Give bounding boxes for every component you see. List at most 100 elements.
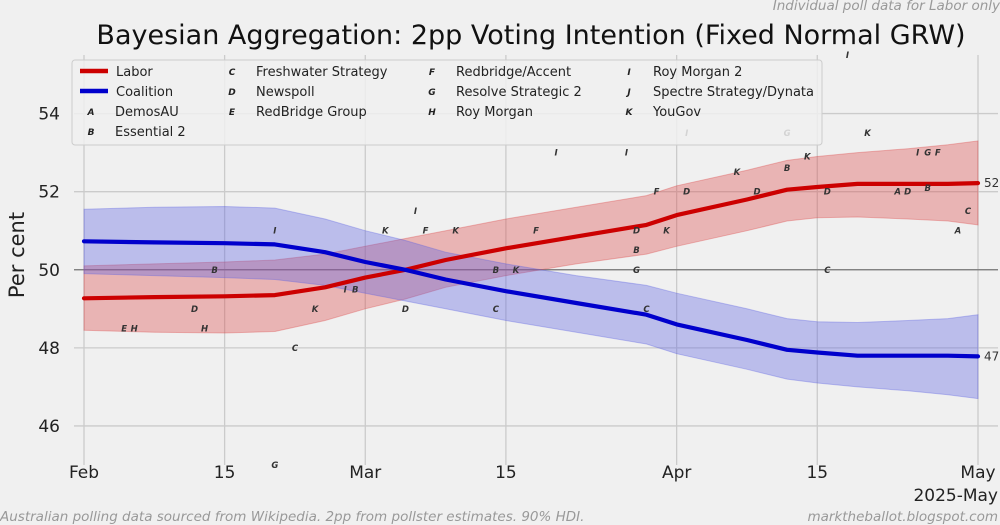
x-tick-label: Feb	[69, 463, 99, 483]
x-tick-label: 15	[495, 463, 517, 483]
x-axis-year-label: 2025-May	[913, 486, 998, 506]
legend-marker-A: A	[87, 108, 95, 118]
poll-marker: A	[893, 188, 901, 198]
poll-marker: K	[452, 227, 460, 237]
footer-url: marktheballot.blogspot.com	[807, 509, 998, 525]
poll-marker: F	[935, 149, 941, 159]
legend-label-pollster: Spectre Strategy/Dynata	[653, 85, 814, 100]
poll-marker: B	[352, 285, 358, 295]
chart-title: Bayesian Aggregation: 2pp Voting Intenti…	[96, 20, 965, 51]
x-tick-label: Apr	[662, 463, 691, 483]
footer-source: Australian polling data sourced from Wik…	[0, 509, 584, 525]
y-tick-label: 50	[38, 261, 60, 281]
median-lines	[81, 181, 981, 359]
legend-label-pollster: YouGov	[652, 105, 701, 120]
poll-marker: F	[533, 227, 539, 237]
legend: Labor Coalition A DemosAU B Essential 2 C Fresh…	[71, 59, 823, 146]
poll-marker: K	[312, 305, 320, 315]
coalition-hdi-band	[83, 205, 979, 400]
poll-marker: D	[683, 188, 690, 198]
poll-marker: D	[633, 227, 640, 237]
y-tick-label: 48	[38, 339, 60, 359]
poll-marker: G	[271, 461, 278, 471]
legend-label-labor: Labor	[116, 65, 153, 80]
poll-marker: C	[493, 305, 500, 315]
poll-marker: B	[925, 184, 931, 194]
hdi-bands	[83, 140, 979, 400]
poll-marker: B	[633, 246, 639, 256]
x-tick-label: 15	[214, 463, 236, 483]
poll-marker: I	[846, 51, 849, 61]
end-labels: 52.2 47.8	[984, 176, 1000, 363]
legend-label-pollster: RedBridge Group	[256, 105, 367, 120]
poll-marker: C	[643, 305, 650, 315]
poll-marker: F	[423, 227, 429, 237]
legend-marker-F: F	[429, 68, 436, 78]
legend-marker-G: G	[428, 88, 435, 98]
legend-label-pollster: Roy Morgan	[456, 105, 533, 120]
labor-hdi-band	[83, 140, 979, 334]
poll-marker: H	[131, 324, 138, 334]
legend-marker-C: C	[229, 68, 236, 78]
poll-marker: D	[824, 188, 831, 198]
coalition-median-line	[81, 239, 981, 359]
poll-marker: I	[916, 149, 919, 159]
poll-marker: B	[493, 266, 499, 276]
legend-label-coalition: Coalition	[116, 85, 173, 100]
poll-marker: F	[654, 188, 660, 198]
poll-marker: I	[625, 149, 628, 159]
poll-marker: I	[344, 285, 347, 295]
poll-marker: D	[402, 305, 409, 315]
poll-marker: D	[753, 188, 760, 198]
poll-marker: G	[633, 266, 640, 276]
poll-marker: A	[954, 227, 962, 237]
poll-marker: K	[382, 227, 390, 237]
legend-marker-B: B	[88, 128, 95, 138]
legend-label-pollster: DemosAU	[115, 105, 179, 120]
poll-marker: I	[414, 207, 417, 217]
legend-label-pollster: Redbridge/Accent	[456, 65, 571, 80]
y-tick-label: 46	[38, 417, 60, 437]
poll-marker: K	[663, 227, 671, 237]
poll-marker: K	[513, 266, 521, 276]
legend-label-pollster: Freshwater Strategy	[256, 65, 388, 80]
y-axis-ticks: 46 48 50 52 54	[38, 105, 60, 437]
x-axis-ticks: Feb 15 Mar 15 Apr 15 May	[69, 463, 996, 483]
legend-label-pollster: Newspoll	[256, 85, 315, 100]
poll-marker: C	[824, 266, 831, 276]
legend-label-pollster: Roy Morgan 2	[653, 65, 742, 80]
x-tick-label: Mar	[349, 463, 381, 483]
poll-marker: C	[292, 344, 299, 354]
poll-marker: I	[273, 227, 276, 237]
legend-marker-J: J	[625, 88, 631, 98]
legend-label-pollster: Resolve Strategic 2	[456, 85, 582, 100]
poll-marker: G	[924, 149, 931, 159]
poll-marker: D	[904, 188, 911, 198]
legend-marker-K: K	[626, 108, 634, 118]
poll-marker: E	[121, 324, 127, 334]
labor-end-label: 52.2	[984, 176, 1000, 190]
legend-marker-E: E	[229, 108, 236, 118]
legend-box	[71, 59, 823, 146]
y-axis-label: Per cent	[5, 212, 29, 298]
poll-marker: H	[201, 324, 208, 334]
poll-marker: K	[734, 168, 742, 178]
y-tick-label: 52	[38, 183, 60, 203]
poll-marker: D	[191, 305, 198, 315]
x-tick-label: May	[960, 463, 995, 483]
y-tick-label: 54	[38, 105, 60, 125]
legend-marker-I: I	[627, 68, 631, 78]
legend-marker-H: H	[428, 108, 436, 118]
poll-marker: I	[555, 149, 558, 159]
poll-marker: B	[784, 164, 790, 174]
top-note: Individual poll data for Labor only	[773, 0, 1000, 14]
poll-marker: B	[211, 266, 217, 276]
poll-marker: K	[804, 153, 812, 163]
coalition-end-label: 47.8	[984, 349, 1000, 363]
labor-median-line	[81, 181, 981, 301]
x-tick-label: 15	[806, 463, 828, 483]
legend-marker-D: D	[228, 88, 236, 98]
poll-marker: C	[965, 207, 972, 217]
legend-label-pollster: Essential 2	[115, 125, 186, 140]
